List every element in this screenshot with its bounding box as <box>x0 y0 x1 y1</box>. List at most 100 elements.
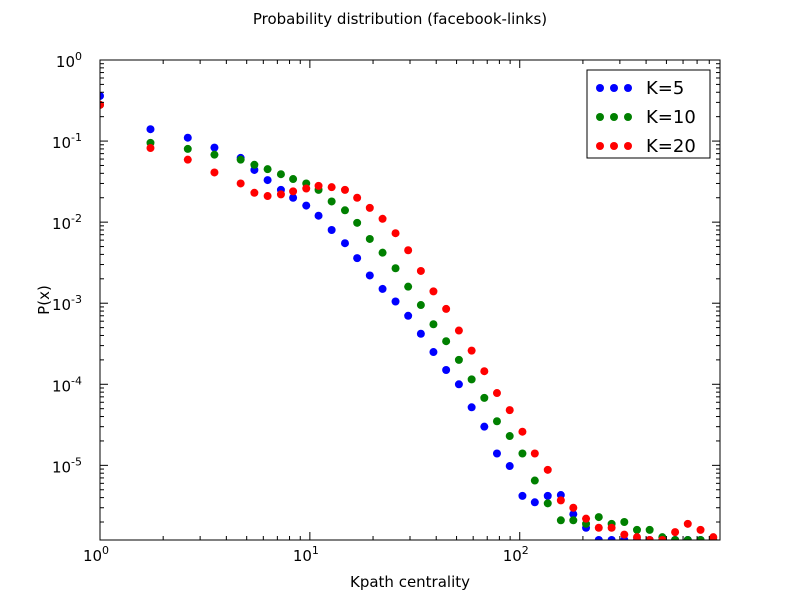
legend-label: K=10 <box>646 107 696 128</box>
point-k20-29 <box>556 496 565 505</box>
point-k5-6 <box>263 176 272 185</box>
point-k20-11 <box>327 183 336 192</box>
point-k5-18 <box>416 329 425 338</box>
point-k20-27 <box>530 449 539 458</box>
point-k5-17 <box>404 311 413 320</box>
y-axis-label: P(x) <box>35 285 53 315</box>
point-k10-21 <box>454 355 463 364</box>
point-k20-30 <box>569 503 578 512</box>
point-k10-29 <box>556 516 565 525</box>
point-k10-22 <box>467 375 476 384</box>
point-k5-12 <box>340 239 349 248</box>
y-tick-label: 10-2 <box>52 212 82 233</box>
point-k10-18 <box>416 301 425 310</box>
point-k10-39 <box>683 536 692 540</box>
point-k10-40 <box>696 536 705 540</box>
legend-marker <box>610 113 618 121</box>
legend-marker <box>596 84 604 92</box>
point-k5-13 <box>353 254 362 263</box>
point-k20-22 <box>467 346 476 355</box>
legend-marker <box>624 84 632 92</box>
point-k5-14 <box>365 271 374 280</box>
point-k20-34 <box>620 530 629 539</box>
x-tick-label: 102 <box>503 544 529 565</box>
legend-label: K=20 <box>646 136 696 157</box>
point-k20-5 <box>250 188 259 197</box>
legend-marker <box>610 142 618 150</box>
point-k20-3 <box>210 168 219 177</box>
point-k20-38 <box>671 528 680 537</box>
point-k5-15 <box>378 284 387 293</box>
point-k20-6 <box>263 192 272 201</box>
point-k10-14 <box>365 234 374 243</box>
y-tick-label: 100 <box>56 50 82 71</box>
point-k10-36 <box>645 525 654 534</box>
point-k10-8 <box>289 175 298 184</box>
point-k20-23 <box>480 367 489 376</box>
point-k20-17 <box>404 246 413 255</box>
point-k20-15 <box>378 214 387 223</box>
y-tick-label: 10-4 <box>52 374 82 395</box>
point-k5-22 <box>467 403 476 412</box>
point-k20-26 <box>518 427 527 436</box>
point-k5-25 <box>505 462 514 471</box>
point-k10-38 <box>671 536 680 540</box>
point-k20-39 <box>683 519 692 528</box>
point-k10-7 <box>276 170 285 179</box>
point-k20-25 <box>505 406 514 415</box>
point-k10-34 <box>620 518 629 527</box>
x-axis: 100 101 102 <box>83 60 721 565</box>
point-k10-13 <box>353 218 362 227</box>
point-k20-2 <box>183 155 192 164</box>
y-tick-label: 10-3 <box>52 293 82 314</box>
point-k5-28 <box>543 491 552 500</box>
point-k20-32 <box>594 523 603 532</box>
plot-area <box>100 91 718 540</box>
point-k10-17 <box>404 282 413 291</box>
point-k10-24 <box>492 417 501 426</box>
point-k10-25 <box>505 432 514 441</box>
point-k10-35 <box>632 525 641 534</box>
point-k20-12 <box>340 185 349 194</box>
point-k5-11 <box>327 226 336 234</box>
legend: K=5 K=10 K=20 <box>586 69 711 159</box>
point-k20-18 <box>416 266 425 275</box>
point-k5-24 <box>492 449 501 458</box>
x-axis-label: Kpath centrality <box>350 573 470 591</box>
point-k10-2 <box>183 144 192 153</box>
point-k10-12 <box>340 206 349 215</box>
point-k20-36 <box>645 536 654 540</box>
point-k20-33 <box>607 523 616 532</box>
point-k10-6 <box>263 165 272 174</box>
point-k10-15 <box>378 248 387 257</box>
point-k5-32 <box>594 536 603 540</box>
point-k5-16 <box>391 297 400 306</box>
point-k20-4 <box>236 179 245 188</box>
legend-marker <box>610 84 618 92</box>
point-k20-20 <box>442 304 451 313</box>
x-tick-label: 101 <box>293 544 319 565</box>
x-tick-label: 100 <box>83 544 109 565</box>
point-k20-37 <box>658 536 667 540</box>
point-k5-1 <box>146 125 155 134</box>
point-k20-41 <box>709 533 718 540</box>
point-k20-8 <box>289 187 298 196</box>
point-k5-19 <box>429 348 438 357</box>
point-k10-30 <box>569 516 578 525</box>
point-k10-20 <box>442 337 451 346</box>
point-k5-10 <box>314 211 323 220</box>
point-k5-23 <box>480 422 489 431</box>
point-k20-35 <box>632 533 641 540</box>
legend-box <box>586 69 711 159</box>
legend-marker <box>596 142 604 150</box>
point-k5-9 <box>302 201 311 210</box>
point-k10-26 <box>518 449 527 458</box>
point-k10-3 <box>210 150 219 159</box>
point-k20-14 <box>365 203 374 212</box>
point-k5-33 <box>607 536 616 540</box>
point-k10-16 <box>391 264 400 273</box>
point-k20-13 <box>353 193 362 202</box>
point-k5-20 <box>442 366 451 374</box>
chart-title: Probability distribution (facebook-links… <box>253 10 547 28</box>
